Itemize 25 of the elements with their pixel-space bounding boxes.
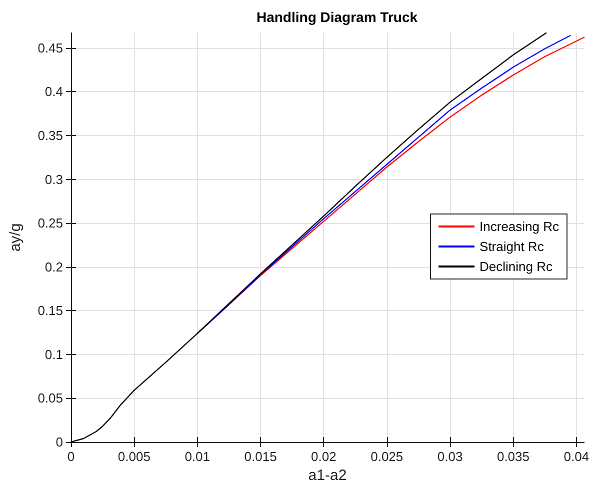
y-tick-label: 0.05 bbox=[38, 390, 63, 406]
legend-label: Increasing Rc bbox=[480, 219, 560, 234]
x-tick-label: 0.04 bbox=[564, 449, 590, 464]
x-tick-label: 0 bbox=[67, 449, 75, 464]
x-tick-label: 0.02 bbox=[311, 449, 336, 464]
x-tick-label: 0.01 bbox=[184, 449, 210, 464]
x-tick-label: 0.005 bbox=[118, 449, 150, 464]
y-tick-label: 0.1 bbox=[44, 346, 63, 362]
x-tick-label: 0.035 bbox=[496, 449, 530, 464]
x-tick-label: 0.03 bbox=[437, 449, 463, 464]
x-tick-label: 0.025 bbox=[370, 449, 404, 464]
y-tick-label: 0.2 bbox=[44, 259, 63, 274]
legend-label: Declining Rc bbox=[480, 259, 553, 274]
y-tick-label: 0.45 bbox=[38, 40, 63, 56]
y-tick-label: 0.15 bbox=[38, 303, 63, 318]
chart-title: Handling Diagram Truck bbox=[256, 9, 418, 25]
y-tick-label: 0.3 bbox=[44, 172, 63, 187]
y-tick-label: 0.25 bbox=[38, 216, 63, 231]
y-axis-title: ay/g bbox=[7, 223, 24, 252]
x-axis-title: a1-a2 bbox=[308, 467, 347, 484]
x-tick-label: 0.015 bbox=[244, 449, 277, 464]
y-tick-label: 0 bbox=[56, 434, 63, 450]
y-tick-label: 0.35 bbox=[38, 128, 63, 143]
y-tick-label: 0.4 bbox=[44, 84, 63, 100]
legend-label: Straight Rc bbox=[480, 239, 544, 254]
